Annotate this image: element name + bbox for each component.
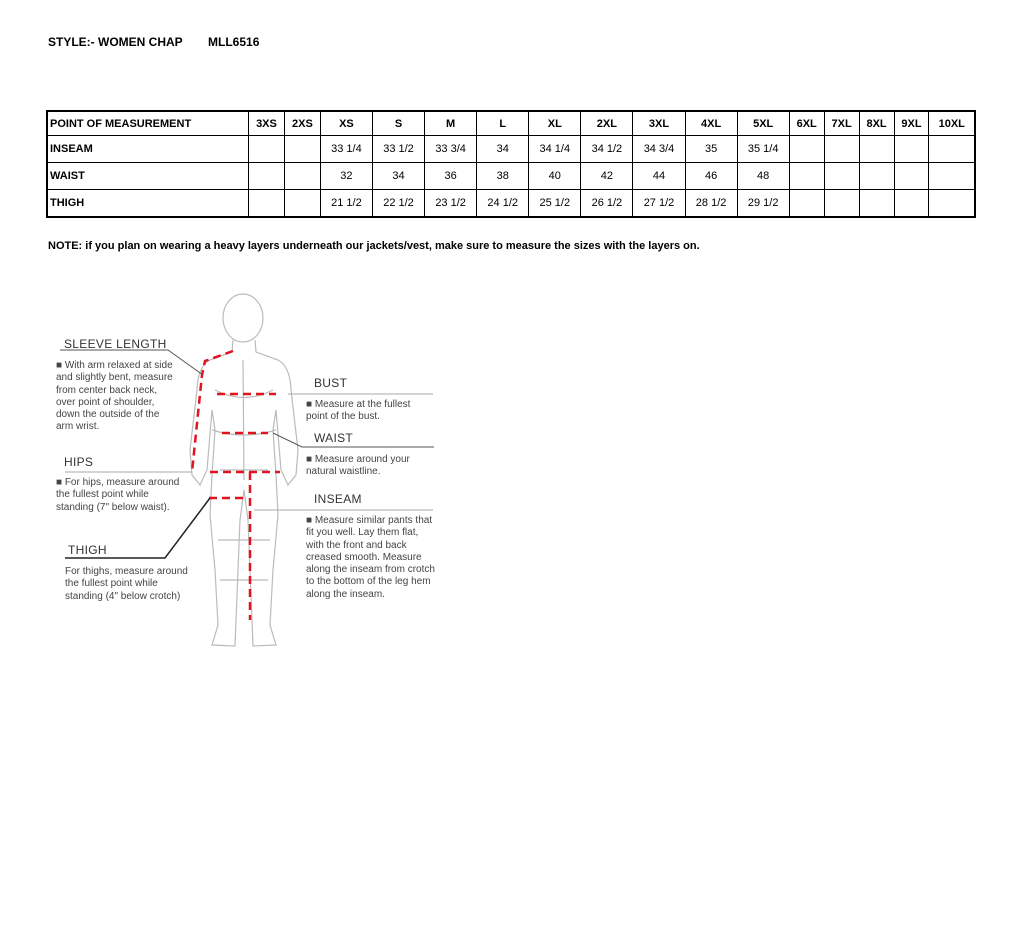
measurement-cell: 48 [736, 162, 790, 190]
measurement-cell [283, 162, 321, 190]
measurement-cell [788, 189, 825, 218]
measurement-cell [858, 135, 895, 163]
measurement-cell: 26 1/2 [580, 189, 634, 218]
measurement-cell: 29 1/2 [736, 189, 790, 218]
measurement-cell [788, 135, 825, 163]
column-header-size: S [371, 110, 426, 136]
bust-title: BUST [314, 376, 348, 390]
measurement-figure: SLEEVE LENGTH ■ With arm relaxed at side… [40, 280, 460, 660]
measurement-cell: 33 1/2 [371, 135, 426, 163]
sleeve-length-title: SLEEVE LENGTH [64, 337, 167, 351]
measurement-cell [858, 189, 895, 218]
column-header-size: 9XL [893, 110, 930, 136]
measurement-cell: 24 1/2 [476, 189, 530, 218]
style-label: STYLE:- WOMEN CHAP [48, 35, 183, 49]
measurement-cell [823, 189, 860, 218]
waist-title: WAIST [314, 431, 354, 445]
measurement-cell: 21 1/2 [319, 189, 373, 218]
measurement-cell [928, 135, 976, 163]
column-header-size: 3XL [632, 110, 686, 136]
measurement-cell [283, 135, 321, 163]
measurement-cell: 34 3/4 [632, 135, 686, 163]
measurement-cell: 33 1/4 [319, 135, 373, 163]
row-label: THIGH [46, 189, 249, 218]
measurement-cell: 28 1/2 [684, 189, 738, 218]
column-header-size: 8XL [858, 110, 895, 136]
column-header-size: 3XS [248, 110, 285, 136]
measurement-cell [928, 162, 976, 190]
table-row: WAIST 32 34 36 38 40 42 44 46 48 [46, 162, 976, 190]
inseam-text: ■ Measure similar pants that fit you wel… [306, 515, 435, 600]
measurement-cell [823, 162, 860, 190]
measurement-cell: 22 1/2 [371, 189, 426, 218]
measurement-cell: 35 [684, 135, 738, 163]
measurement-cell: 34 [476, 135, 530, 163]
measurement-cell [928, 189, 976, 218]
measurement-cell: 32 [319, 162, 373, 190]
row-label: WAIST [46, 162, 249, 190]
measurement-cell: 38 [476, 162, 530, 190]
column-header-size: XS [319, 110, 373, 136]
measurement-cell [248, 162, 285, 190]
measurement-cell [858, 162, 895, 190]
column-header-size: XL [528, 110, 582, 136]
measurement-cell: 27 1/2 [632, 189, 686, 218]
column-header-size: 10XL [928, 110, 976, 136]
measurement-cell: 44 [632, 162, 686, 190]
column-header-size: 7XL [823, 110, 860, 136]
table-row: THIGH 21 1/2 22 1/2 23 1/2 24 1/2 25 1/2 26 1/… [46, 189, 976, 218]
column-header-size: M [424, 110, 478, 136]
inseam-title: INSEAM [314, 492, 362, 506]
thigh-title: THIGH [68, 543, 107, 557]
measurement-cell: 42 [580, 162, 634, 190]
sleeve-length-text: ■ With arm relaxed at side and slightly … [56, 360, 173, 433]
measurement-cell [893, 135, 930, 163]
column-header-size: 2XL [580, 110, 634, 136]
hips-text: ■ For hips, measure around the fullest p… [56, 477, 180, 513]
size-chart-table: POINT OF MEASUREMENT 3XS 2XS XS S M L XL 2XL 3XL 4… [46, 110, 976, 218]
measurement-cell: 35 1/4 [736, 135, 790, 163]
measurement-cell [893, 162, 930, 190]
column-header-size: 2XS [283, 110, 321, 136]
body-silhouette-icon [60, 293, 434, 647]
column-header-size: 6XL [788, 110, 825, 136]
measurement-cell [893, 189, 930, 218]
measurement-cell: 34 1/4 [528, 135, 582, 163]
measurement-cell: 46 [684, 162, 738, 190]
hips-title: HIPS [64, 455, 94, 469]
measurement-cell [248, 189, 285, 218]
measurement-cell: 34 [371, 162, 426, 190]
measurement-cell [788, 162, 825, 190]
row-label: INSEAM [46, 135, 249, 163]
table-header-row: POINT OF MEASUREMENT 3XS 2XS XS S M L XL 2XL 3XL 4… [46, 110, 976, 136]
style-header: STYLE:- WOMEN CHAP MLL6516 [48, 35, 259, 49]
measurement-cell: 33 3/4 [424, 135, 478, 163]
waist-text: ■ Measure around your natural waistline. [306, 454, 410, 478]
bust-text: ■ Measure at the fullest point of the bu… [306, 399, 411, 423]
measurement-cell [283, 189, 321, 218]
layering-note: NOTE: if you plan on wearing a heavy lay… [48, 240, 700, 252]
column-header-size: 4XL [684, 110, 738, 136]
measurement-cell: 25 1/2 [528, 189, 582, 218]
measurement-cell: 34 1/2 [580, 135, 634, 163]
measurement-cell [248, 135, 285, 163]
column-header-size: L [476, 110, 530, 136]
column-header-point: POINT OF MEASUREMENT [46, 110, 249, 136]
table-row: INSEAM 33 1/4 33 1/2 33 3/4 34 34 1/4 34 1/2 34… [46, 135, 976, 163]
measurement-cell: 23 1/2 [424, 189, 478, 218]
measurement-cell: 40 [528, 162, 582, 190]
column-header-size: 5XL [736, 110, 790, 136]
style-code: MLL6516 [208, 35, 260, 49]
thigh-text: For thighs, measure around the fullest p… [65, 566, 188, 602]
measurement-cell: 36 [424, 162, 478, 190]
measurement-cell [823, 135, 860, 163]
